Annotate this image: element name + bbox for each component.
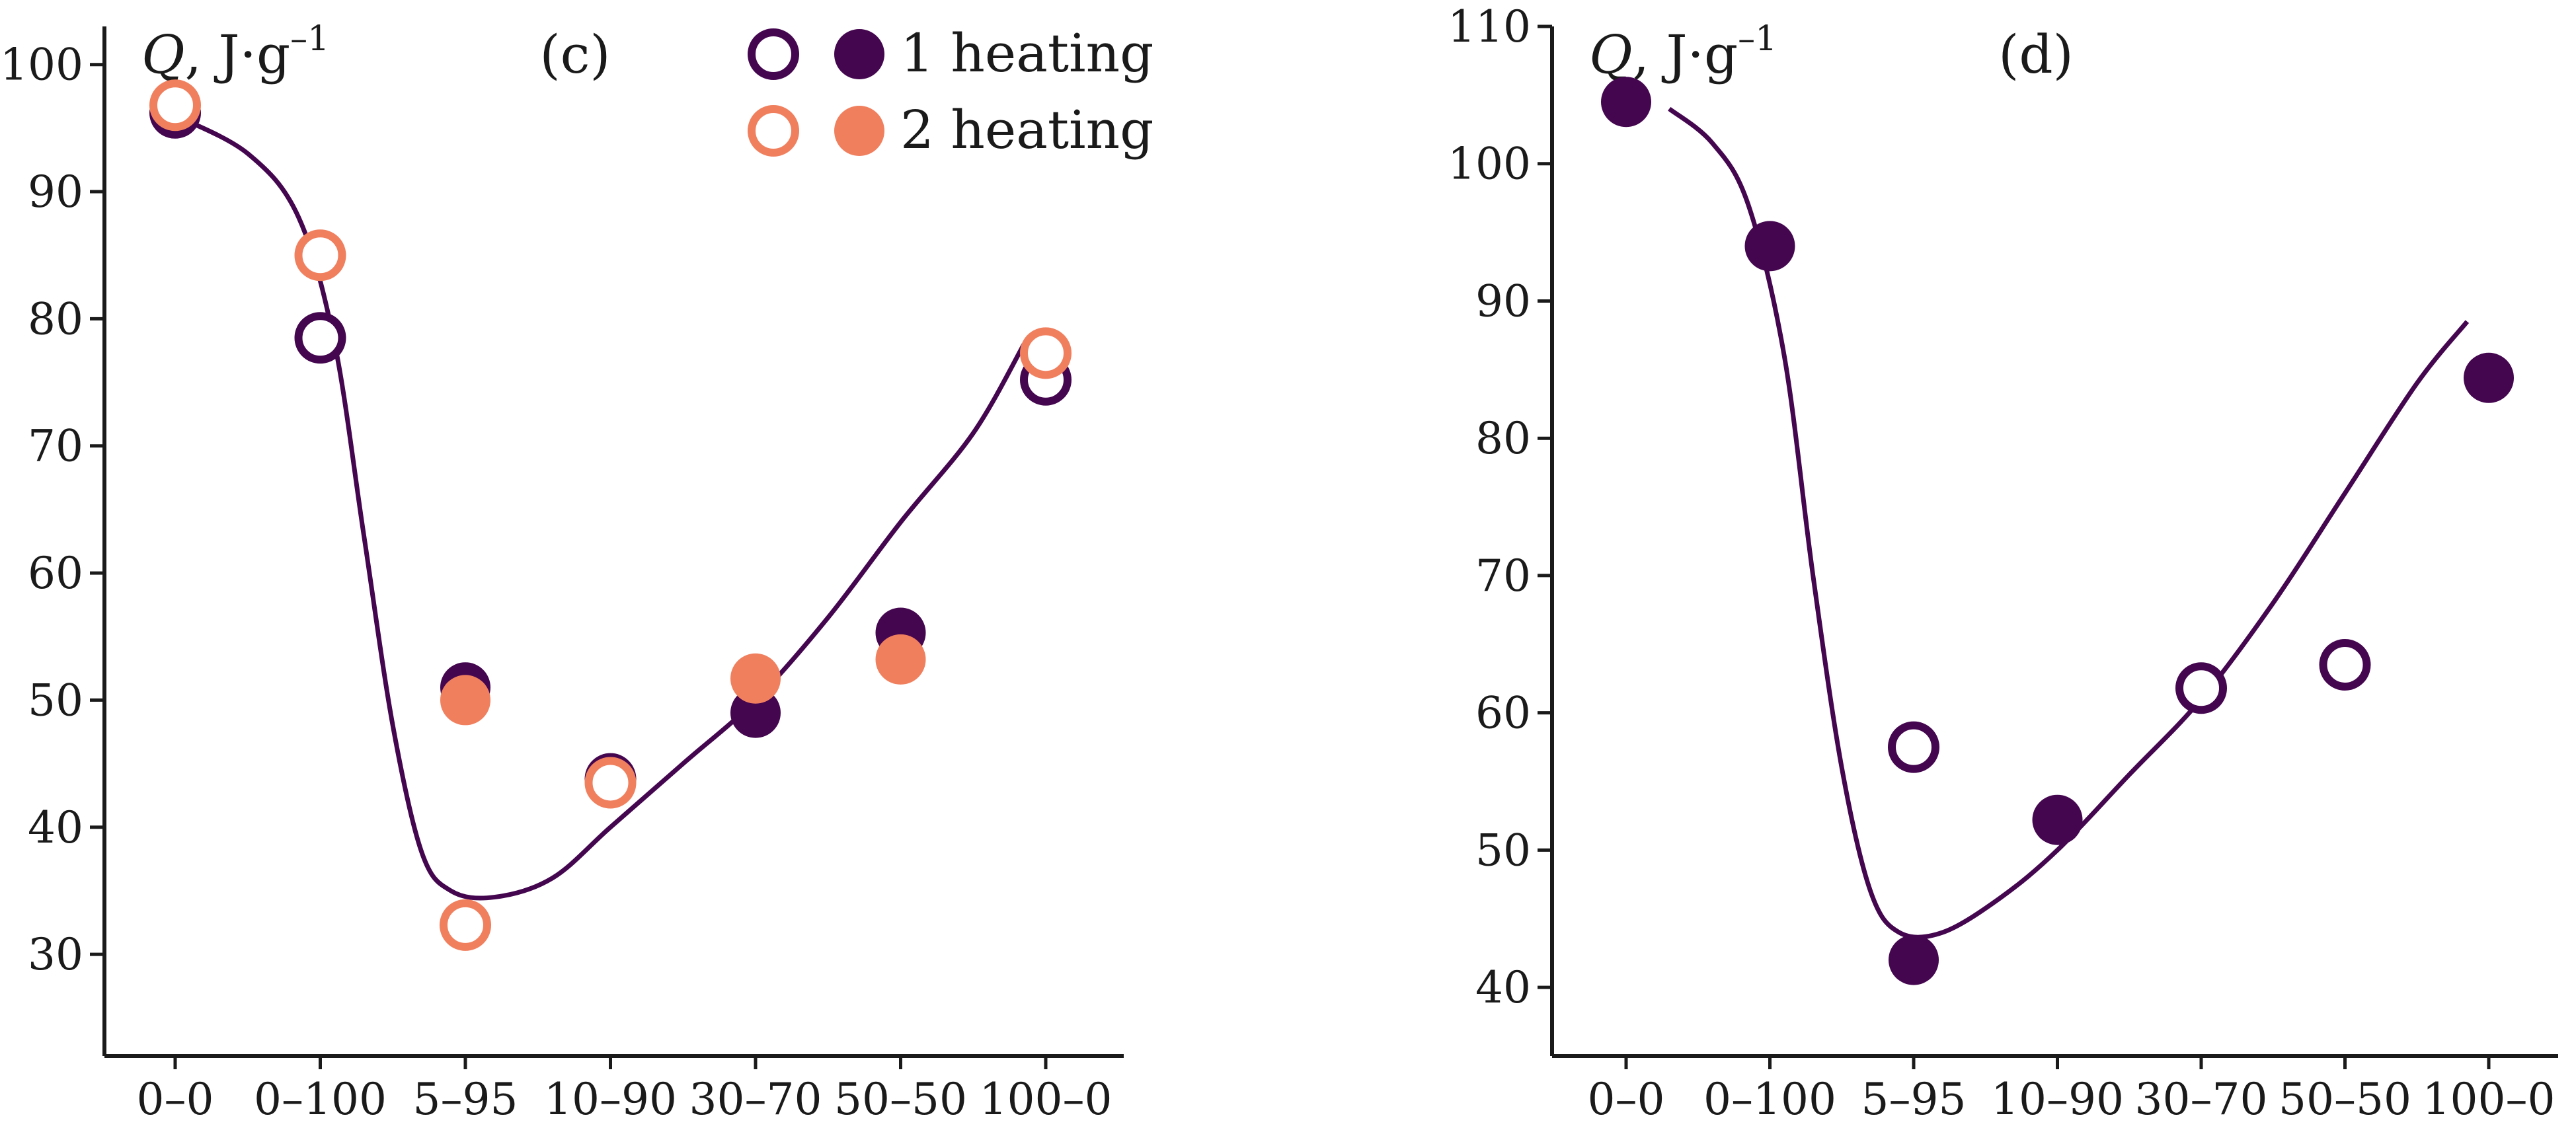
fit-curve [174,113,1027,901]
y-tick-label: 100 [0,40,83,91]
x-tick-label: 0–100 [1703,1074,1836,1125]
x-tick-label: 100–0 [980,1074,1112,1125]
filled-point [1744,221,1795,272]
open-point [294,312,346,364]
filled-point [875,634,926,685]
y-tick-label: 90 [1475,276,1531,326]
legend-open-marker-1 [748,28,799,80]
panel-label: (c) [539,24,610,85]
y-tick-label: 30 [28,929,83,980]
filled-point [1601,77,1651,128]
y-tick-label: 90 [28,167,83,217]
panel-d: 40 50 60 70 80 90 100 110 0–0 0–100 5–95 10–90 30–70… [1448,1,2558,1125]
legend-open-marker-2 [748,105,799,157]
x-tick-label: 30–70 [2135,1074,2268,1125]
x-tick-label: 50–50 [834,1074,967,1125]
x-tick-label: 50–50 [2279,1074,2411,1125]
y-axis-label: Q, J·g–1 [141,19,329,85]
fit-curve [1668,106,2470,940]
y-tick-label: 100 [1448,139,1531,190]
y-tick-label: 80 [28,293,83,344]
legend-filled-marker-2 [834,106,884,156]
panel-c: 30 40 50 60 70 80 90 100 0–0 0–100 5–95 10–90 30–70 5… [0,19,1124,1125]
open-point [584,757,637,809]
y-tick-label: 60 [28,548,83,599]
filled-point [1889,934,1939,985]
open-point [294,229,346,282]
filled-point [730,687,781,738]
x-tick-label: 10–90 [544,1074,677,1125]
open-point [149,79,201,132]
y-tick-label: 80 [1475,413,1531,464]
legend: 1 heating 2 heating [748,22,1153,161]
filled-point [730,653,781,704]
y-tick-label: 40 [28,802,83,853]
filled-point [440,675,490,726]
filled-point [2464,352,2514,403]
x-tick-label: 100–0 [2423,1074,2556,1125]
x-tick-label: 5–95 [1861,1074,1967,1125]
x-tick-label: 10–90 [1991,1074,2124,1125]
open-point [2175,662,2227,714]
y-tick-label: 110 [1448,1,1531,52]
x-tick-label: 5–95 [413,1074,518,1125]
x-tick-label: 0–0 [1588,1074,1665,1125]
open-point [1888,721,1939,773]
legend-filled-marker-1 [834,29,884,79]
y-axis-label: Q, J·g–1 [1589,19,1777,85]
y-tick-label: 70 [28,421,83,472]
panel-label: (d) [1998,24,2074,85]
y-tick-label: 50 [28,675,83,726]
y-tick-label: 60 [1475,688,1531,739]
filled-point [2032,794,2083,845]
open-point [1020,327,1072,379]
open-point [2319,638,2371,691]
x-tick-label: 0–100 [254,1074,387,1125]
y-tick-label: 40 [1475,962,1531,1013]
open-point [440,899,491,951]
y-tick-label: 50 [1475,825,1531,876]
legend-label-2: 2 heating [900,99,1153,161]
x-tick-label: 30–70 [689,1074,822,1125]
y-tick-label: 70 [1475,550,1531,601]
x-tick-label: 0–0 [137,1074,214,1125]
legend-label-1: 1 heating [900,22,1153,84]
